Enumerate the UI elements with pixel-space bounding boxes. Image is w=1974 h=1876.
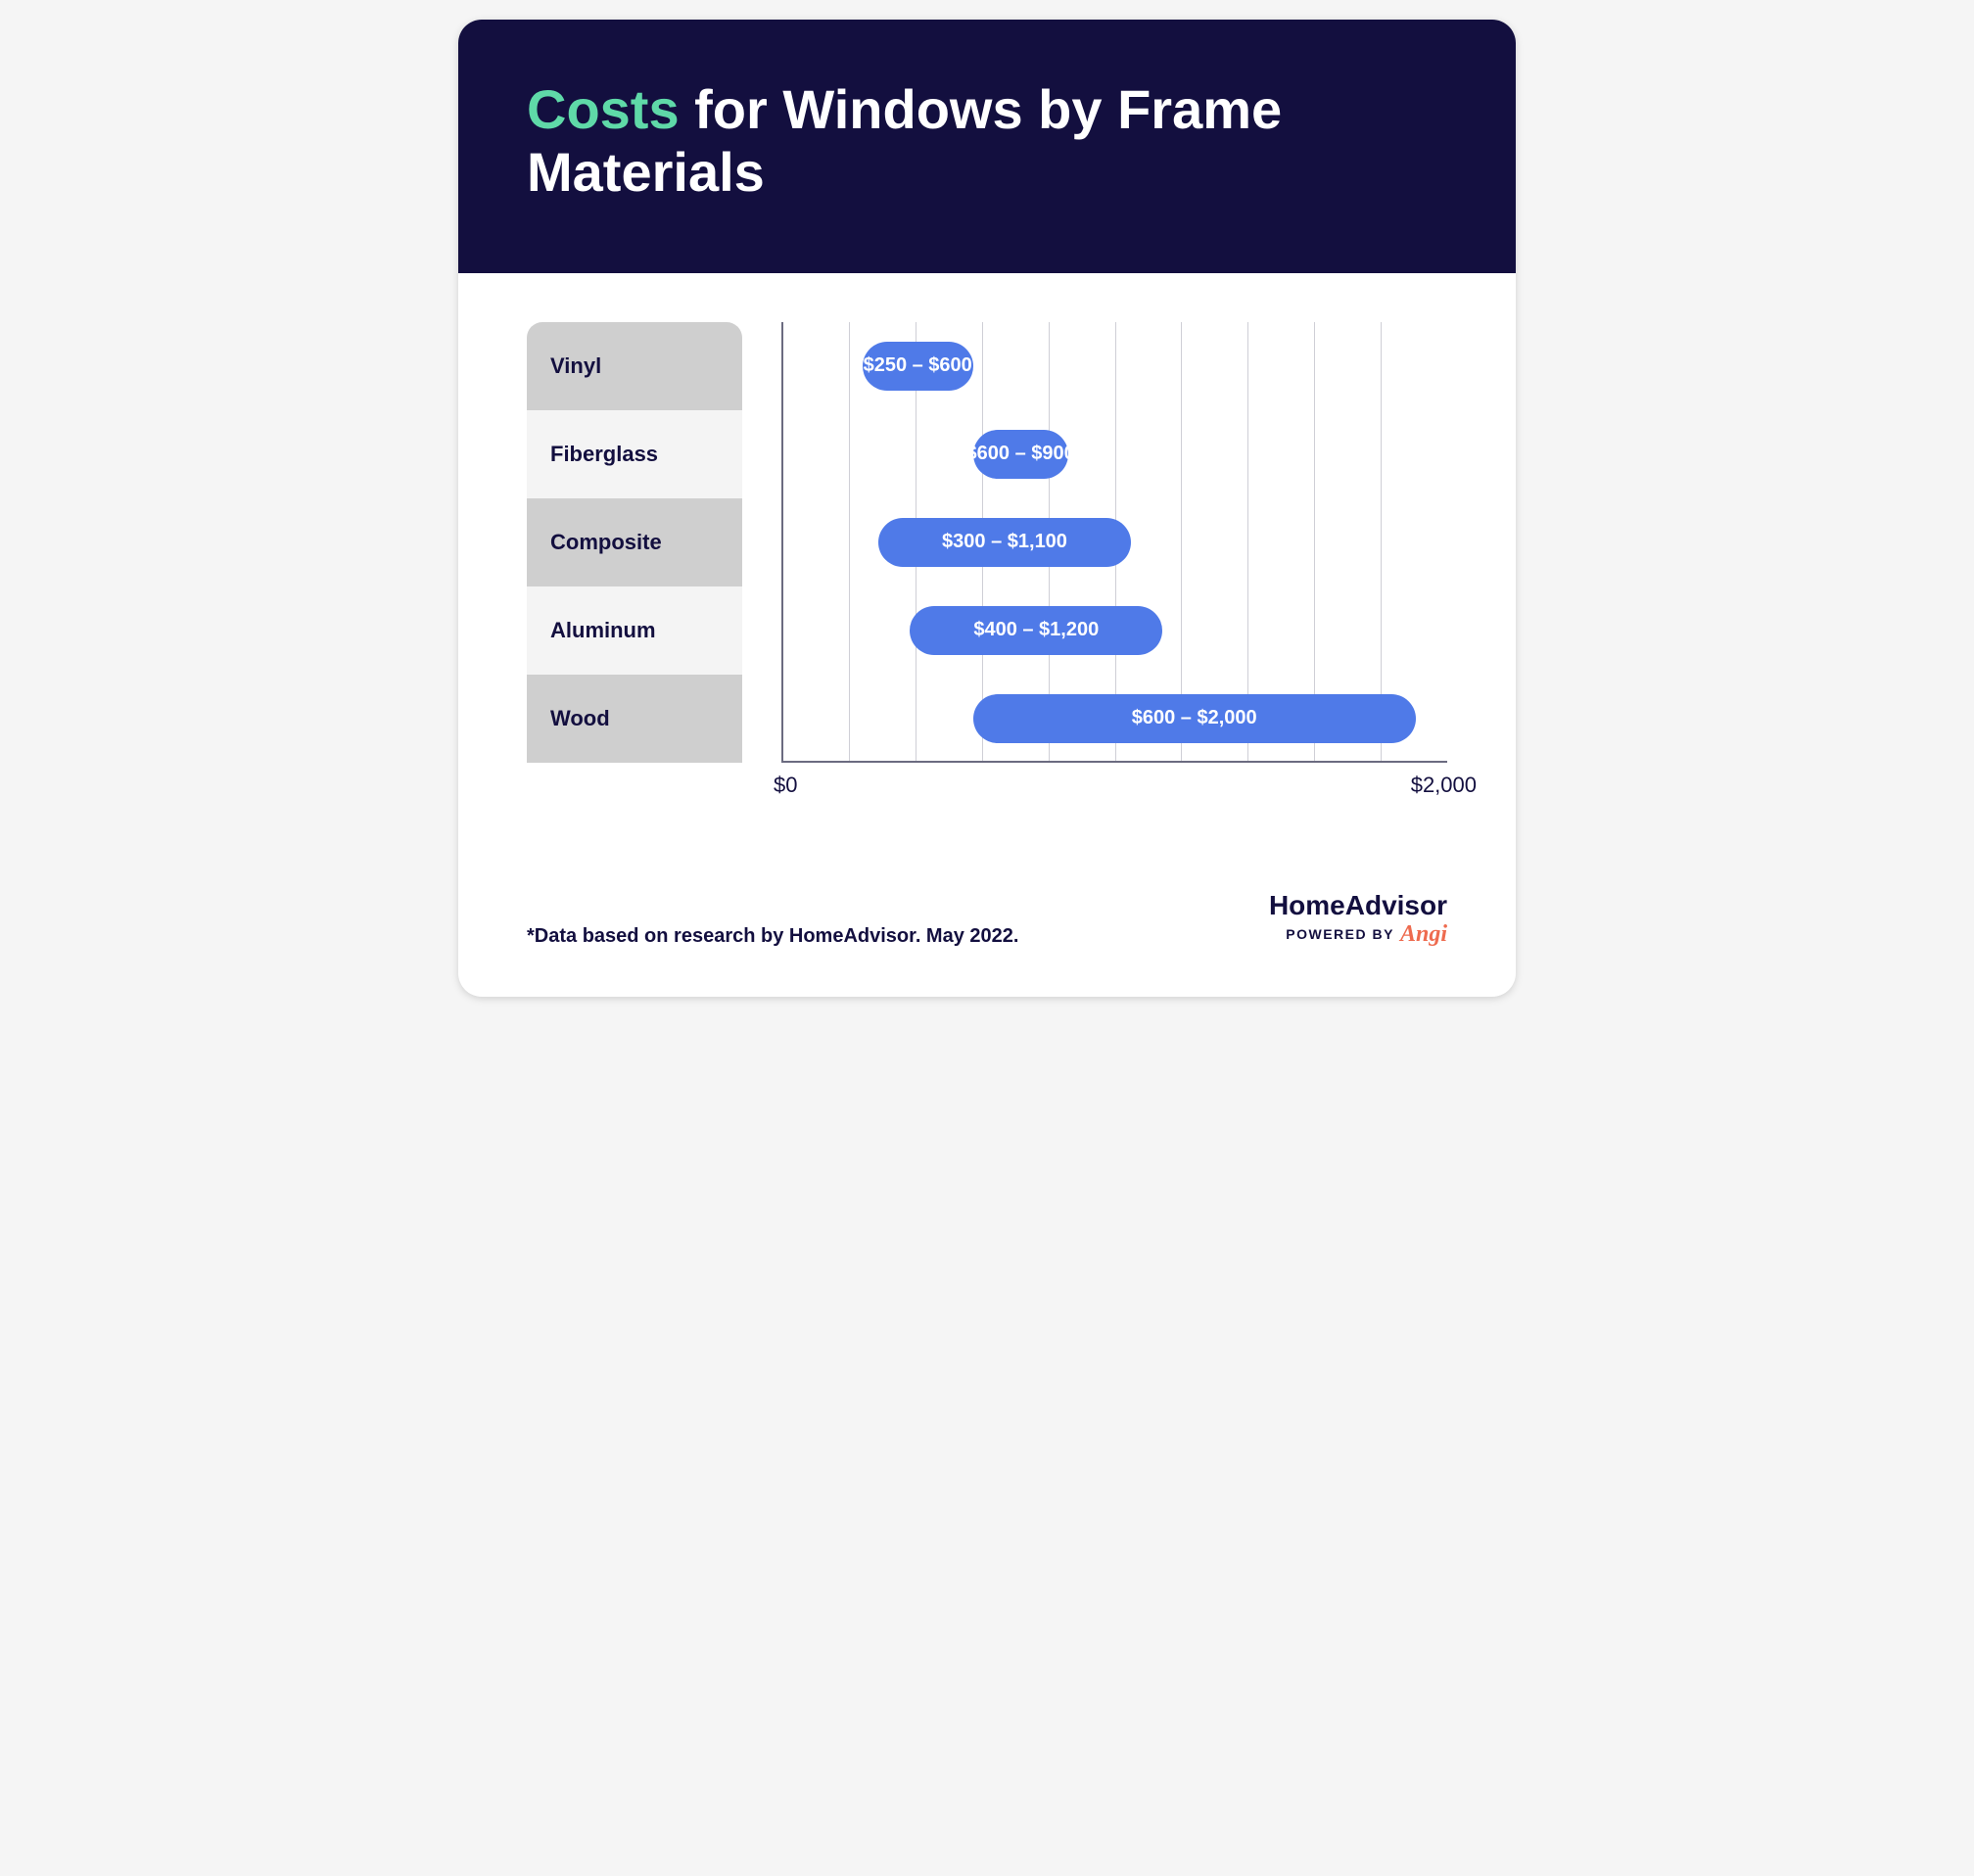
bars-layer: $250 – $600 $600 – $900 $300 – $1,100 $400 … bbox=[783, 322, 1447, 761]
legend-row: Fiberglass bbox=[527, 410, 742, 498]
range-bar: $250 – $600 bbox=[863, 342, 973, 391]
legend-row: Aluminum bbox=[527, 586, 742, 675]
legend-row: Vinyl bbox=[527, 322, 742, 410]
angi-logo: Angi bbox=[1400, 921, 1447, 948]
range-bar: $600 – $900 bbox=[973, 430, 1068, 479]
bar-row: $250 – $600 bbox=[783, 322, 1447, 410]
bar-row: $600 – $2,000 bbox=[783, 675, 1447, 763]
footer: *Data based on research by HomeAdvisor. … bbox=[458, 831, 1516, 997]
legend-label: Wood bbox=[550, 706, 610, 731]
plot-area: $250 – $600 $600 – $900 $300 – $1,100 $400 … bbox=[781, 322, 1447, 763]
header: Costs for Windows by Frame Materials bbox=[458, 20, 1516, 273]
bar-value-label: $600 – $2,000 bbox=[1132, 707, 1257, 729]
brand-sub-prefix: POWERED BY bbox=[1286, 926, 1394, 942]
chart-body: Vinyl Fiberglass Composite Aluminum Wood $25… bbox=[458, 273, 1516, 831]
range-bar: $300 – $1,100 bbox=[878, 518, 1131, 567]
legend-label: Vinyl bbox=[550, 353, 601, 379]
footnote: *Data based on research by HomeAdvisor. … bbox=[527, 925, 1018, 948]
bar-value-label: $300 – $1,100 bbox=[942, 531, 1067, 553]
legend-label: Composite bbox=[550, 530, 662, 555]
bar-value-label: $400 – $1,200 bbox=[973, 619, 1099, 641]
title-accent: Costs bbox=[527, 78, 680, 140]
bar-value-label: $250 – $600 bbox=[864, 354, 972, 377]
infographic-card: Costs for Windows by Frame Materials Vin… bbox=[458, 20, 1516, 997]
bar-row: $600 – $900 bbox=[783, 410, 1447, 498]
legend-label: Fiberglass bbox=[550, 442, 658, 467]
x-axis: $0 $2,000 bbox=[781, 763, 1447, 802]
bar-value-label: $600 – $900 bbox=[966, 443, 1075, 465]
legend-label: Aluminum bbox=[550, 618, 656, 643]
legend-row: Composite bbox=[527, 498, 742, 586]
xtick-min: $0 bbox=[774, 773, 797, 798]
legend-row: Wood bbox=[527, 675, 742, 763]
bar-row: $400 – $1,200 bbox=[783, 586, 1447, 675]
xtick-max: $2,000 bbox=[1411, 773, 1477, 798]
range-bar: $600 – $2,000 bbox=[973, 694, 1416, 743]
bar-row: $300 – $1,100 bbox=[783, 498, 1447, 586]
category-legend: Vinyl Fiberglass Composite Aluminum Wood bbox=[527, 322, 742, 802]
branding: HomeAdvisor POWERED BY Angi bbox=[1269, 890, 1447, 948]
range-bar: $400 – $1,200 bbox=[910, 606, 1162, 655]
chart-wrap: Vinyl Fiberglass Composite Aluminum Wood $25… bbox=[527, 322, 1447, 802]
brand-main: HomeAdvisor bbox=[1269, 890, 1447, 921]
plot: $250 – $600 $600 – $900 $300 – $1,100 $400 … bbox=[781, 322, 1447, 802]
page-title: Costs for Windows by Frame Materials bbox=[527, 78, 1447, 205]
brand-sub: POWERED BY Angi bbox=[1269, 921, 1447, 948]
